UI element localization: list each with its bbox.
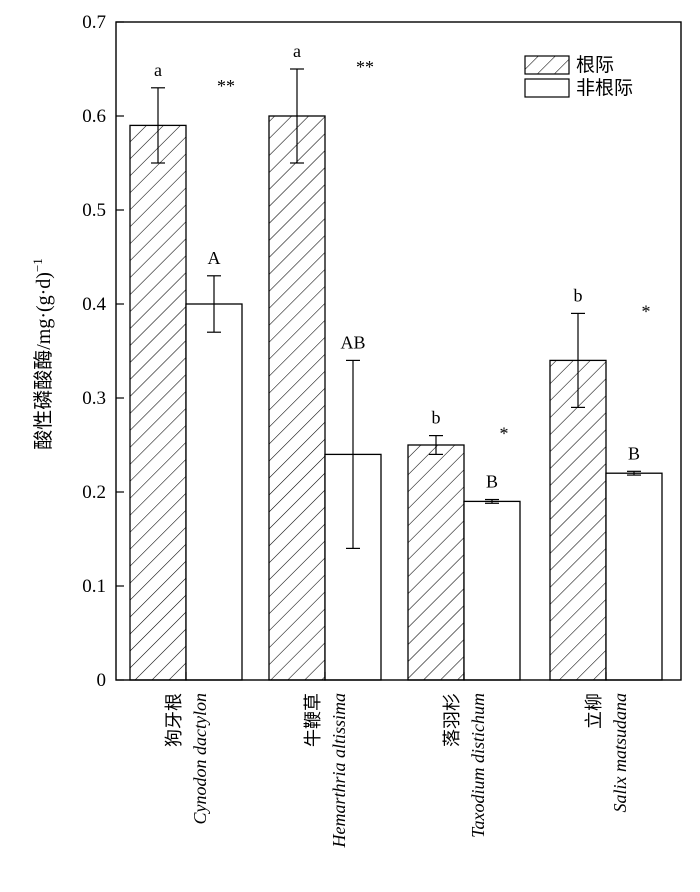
x-tick-label-2: 落羽杉 Taxodium distichum xyxy=(442,693,488,838)
error-bar-0-0 xyxy=(151,87,165,164)
plot-frame xyxy=(115,21,682,681)
error-bar-1-1 xyxy=(346,359,360,550)
axes: 狗牙根 Cynodon dactylon 牛鞭草 Hemarthria altissi… xyxy=(82,12,682,849)
significance-letter-0-3: b xyxy=(574,285,583,305)
y-tick-label-0: 0 xyxy=(97,670,107,691)
bar-non-rhizosphere-2 xyxy=(463,500,521,681)
significance-letter-0-2: b xyxy=(432,408,441,428)
legend-label-rhizosphere: 根际 xyxy=(576,54,614,76)
y-tick-label-2: 0.2 xyxy=(82,482,106,503)
significance-letter-1-0: A xyxy=(208,248,221,268)
legend: 根际 非根际 xyxy=(524,54,633,99)
y-tick-label-4: 0.4 xyxy=(82,294,106,315)
significance-stars-2: * xyxy=(500,424,509,444)
bar-rhizosphere-1 xyxy=(268,115,326,681)
bar-rhizosphere-2 xyxy=(407,444,465,681)
significance-stars-0: ** xyxy=(217,76,235,96)
legend-swatch-rhizosphere xyxy=(524,55,570,75)
error-bar-0-1 xyxy=(290,68,304,164)
legend-label-non-rhizosphere: 非根际 xyxy=(576,77,633,99)
y-tick-label-6: 0.6 xyxy=(82,106,106,127)
significance-letter-1-2: B xyxy=(486,472,498,492)
legend-swatch-non-rhizosphere xyxy=(524,78,570,98)
bar-rhizosphere-3 xyxy=(549,359,607,681)
significance-stars-3: * xyxy=(642,301,651,321)
significance-letter-1-3: B xyxy=(628,443,640,463)
significance-letter-0-0: a xyxy=(154,60,162,80)
x-tick-label-1: 牛鞭草 Hemarthria altissima xyxy=(303,693,349,849)
significance-stars-1: ** xyxy=(356,57,374,77)
plot-area: a A ** a AB ** b B * b B * xyxy=(129,41,663,681)
bar-rhizosphere-0 xyxy=(129,124,187,681)
y-tick-label-7: 0.7 xyxy=(82,12,106,33)
y-axis-label: 酸性磷酸酶/mg·(g·d)−1 xyxy=(30,258,55,450)
significance-letter-0-1: a xyxy=(293,41,301,61)
significance-letter-1-1: AB xyxy=(340,332,365,352)
bar-non-rhizosphere-0 xyxy=(185,303,243,681)
error-bar-1-3 xyxy=(627,470,641,476)
y-tick-label-1: 0.1 xyxy=(82,576,106,597)
error-bar-0-2 xyxy=(429,435,443,455)
x-tick-label-3: 立柳 Salix matsudana xyxy=(584,693,630,813)
y-tick-label-5: 0.5 xyxy=(82,200,106,221)
bar-non-rhizosphere-3 xyxy=(605,472,663,681)
x-tick-label-0: 狗牙根 Cynodon dactylon xyxy=(164,693,210,824)
y-tick-label-3: 0.3 xyxy=(82,388,106,409)
error-bar-1-2 xyxy=(485,498,499,504)
error-bar-1-0 xyxy=(207,275,221,333)
error-bar-0-3 xyxy=(571,312,585,408)
